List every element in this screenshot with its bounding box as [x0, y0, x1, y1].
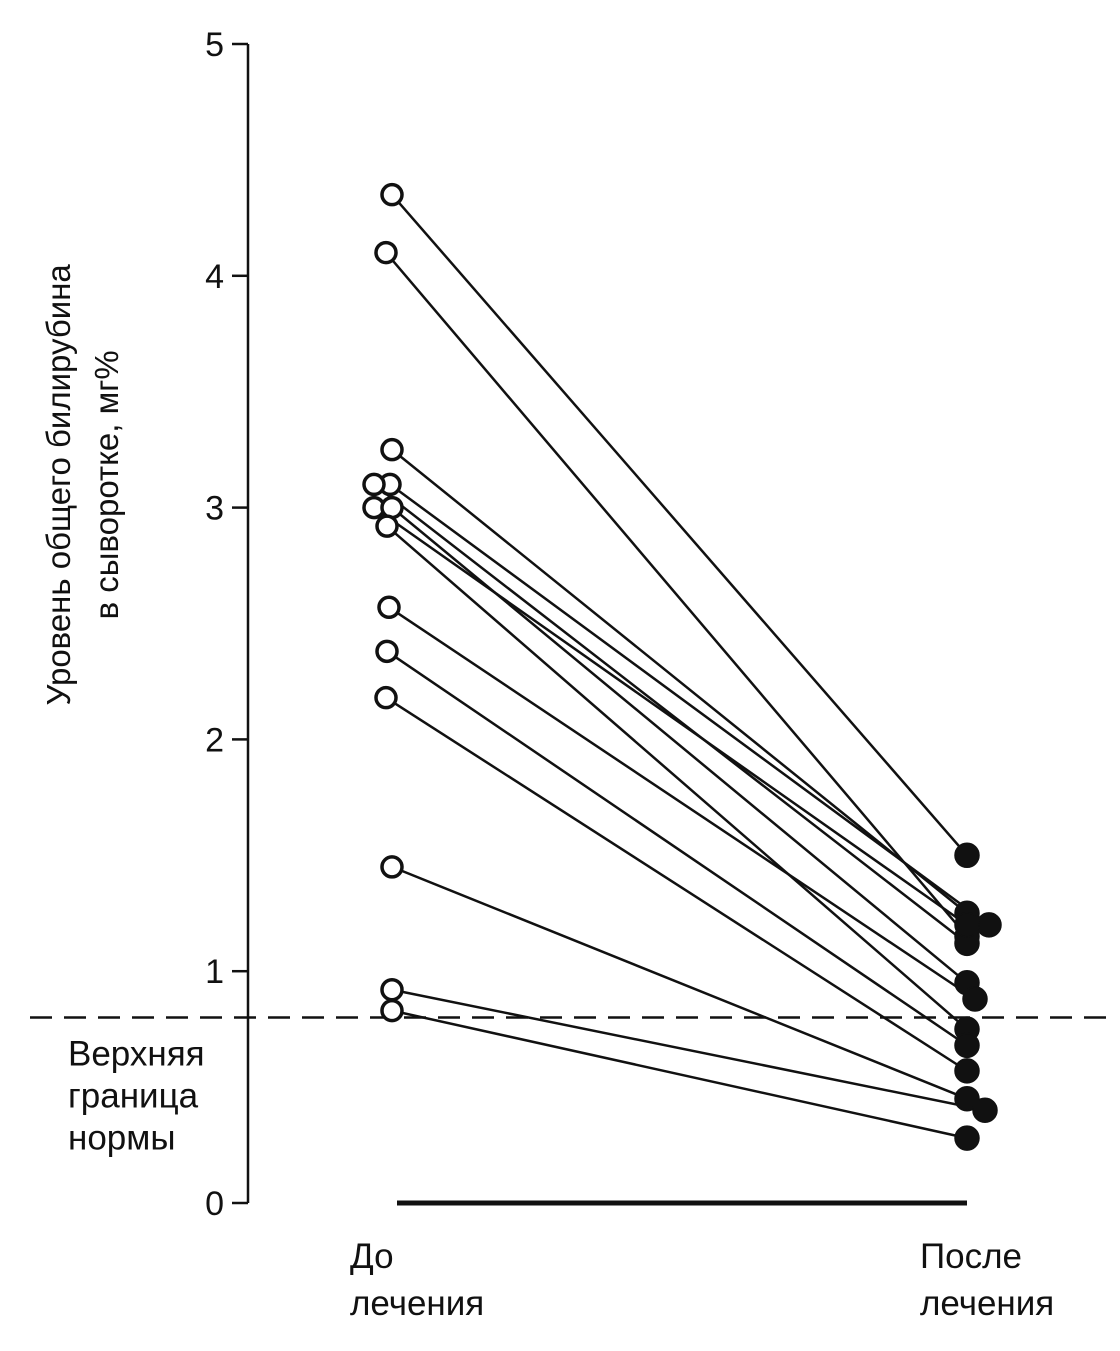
- after-point-filled-circle: [954, 1125, 980, 1151]
- before-point-open-circle: [375, 514, 399, 538]
- after-point-filled-circle: [954, 1058, 980, 1084]
- reference-line-label: нормы: [68, 1119, 175, 1158]
- before-point-open-circle: [362, 472, 386, 497]
- before-point-open-circle: [380, 855, 404, 879]
- pair-connector-line: [391, 1009, 968, 1140]
- x-category-label: лечения: [350, 1284, 484, 1323]
- x-category-label: лечения: [920, 1284, 1054, 1323]
- x-category-label: После: [920, 1237, 1022, 1276]
- before-point-open-circle: [374, 685, 398, 710]
- pair-connector-line: [391, 988, 986, 1112]
- y-tick-label: 0: [205, 1185, 224, 1223]
- before-point-open-circle: [377, 595, 401, 620]
- pair-connector-line: [385, 696, 968, 1072]
- reference-line-label: граница: [68, 1077, 199, 1116]
- after-point-filled-circle: [972, 1097, 998, 1124]
- pair-connector-line: [391, 865, 968, 1100]
- y-tick-label: 3: [205, 490, 224, 528]
- after-point-filled-circle: [954, 1085, 980, 1112]
- pair-connector-line: [391, 506, 968, 984]
- after-point-filled-circle: [976, 912, 1002, 938]
- before-point-open-circle: [374, 240, 398, 265]
- pair-connector-line: [373, 506, 968, 926]
- pair-connector-line: [373, 483, 968, 945]
- reference-line-label: Верхняя: [68, 1035, 205, 1074]
- before-point-open-circle: [380, 977, 404, 1002]
- pair-connector-line: [386, 525, 968, 1031]
- pair-connector-line: [389, 483, 990, 926]
- x-category-labels: До лечения После лечения: [350, 1237, 1054, 1323]
- data-points: [362, 182, 1002, 1151]
- pair-connector-line: [385, 251, 968, 938]
- before-point-open-circle: [380, 437, 404, 462]
- after-point-filled-circle: [954, 842, 980, 869]
- y-axis-title: Уровень общего билирубина в сыворотке, мг…: [40, 264, 125, 706]
- y-axis-title-line: в сыворотке, мг%: [88, 350, 125, 619]
- before-point-open-circle: [375, 639, 399, 664]
- connecting-lines: [373, 193, 990, 1140]
- after-point-filled-circle: [962, 986, 988, 1012]
- y-axis: 0 1 2 3 4 5: [205, 26, 250, 1223]
- before-point-open-circle: [380, 182, 404, 207]
- y-tick-label: 2: [205, 721, 224, 759]
- y-axis-title-line: Уровень общего билирубина: [40, 264, 77, 706]
- after-point-filled-circle: [954, 1032, 980, 1059]
- x-category-label: До: [350, 1237, 394, 1276]
- pair-connector-line: [388, 606, 976, 1001]
- pair-connector-line: [391, 448, 968, 915]
- y-tick-label: 1: [205, 953, 224, 991]
- y-tick-label: 4: [205, 258, 224, 296]
- y-tick-label: 5: [205, 26, 224, 64]
- after-point-filled-circle: [954, 912, 980, 938]
- before-point-open-circle: [380, 998, 404, 1023]
- pair-connector-line: [391, 193, 968, 857]
- pair-connector-line: [386, 650, 968, 1047]
